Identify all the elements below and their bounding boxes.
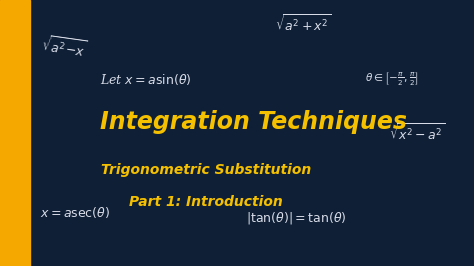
- Text: Part 1: Introduction: Part 1: Introduction: [129, 195, 283, 209]
- Text: $|\tan(\theta)| = \tan(\theta)$: $|\tan(\theta)| = \tan(\theta)$: [246, 210, 347, 226]
- Bar: [0, 0, 30, 266]
- Text: $x = a\sec(\theta)$: $x = a\sec(\theta)$: [40, 205, 110, 220]
- Text: $\sqrt{a^2\!-\!x}$: $\sqrt{a^2\!-\!x}$: [40, 34, 89, 61]
- Text: Trigonometric Substitution: Trigonometric Substitution: [101, 163, 311, 177]
- Text: $\sqrt{a^2+x^2}$: $\sqrt{a^2+x^2}$: [275, 13, 331, 35]
- Text: $\theta \in \left[\!-\!\frac{\pi}{2},\frac{\pi}{2}\right]$: $\theta \in \left[\!-\!\frac{\pi}{2},\fr…: [365, 71, 419, 88]
- Text: $\sqrt{x^2-a^2}$: $\sqrt{x^2-a^2}$: [389, 122, 445, 144]
- Text: Let $x = a\sin(\theta)$: Let $x = a\sin(\theta)$: [100, 72, 191, 87]
- Text: Integration Techniques: Integration Techniques: [100, 110, 407, 134]
